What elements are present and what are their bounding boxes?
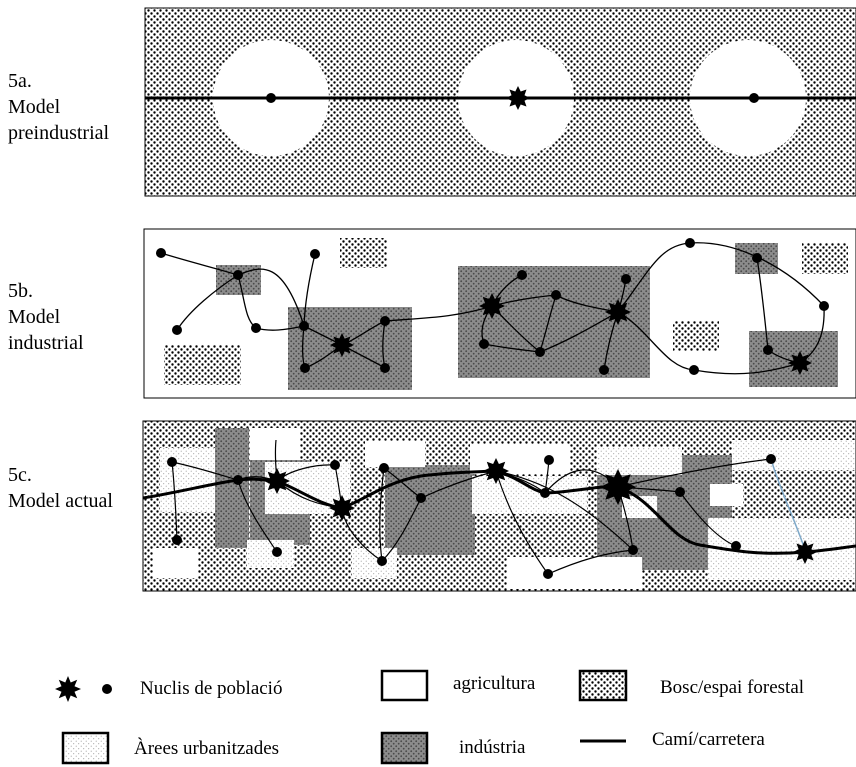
population-nucleus-small [156,248,166,258]
population-nucleus-small [685,238,695,248]
panel-5c-diagram [143,421,856,591]
population-nucleus-small [377,556,387,566]
population-nucleus-small [551,290,561,300]
population-nucleus-small [621,274,631,284]
population-nucleus-large [793,540,817,564]
legend-industry-label: indústria [459,737,526,758]
population-nucleus-small [766,454,776,464]
forest-area [673,321,719,351]
forest-area [340,238,387,268]
forest-area [802,243,848,274]
population-nucleus-small [266,93,276,103]
population-nucleus-small [330,460,340,470]
population-nucleus-small [416,493,426,503]
population-nucleus-large [600,469,636,505]
population-nucleus-small [479,339,489,349]
urbanized-area [472,476,587,514]
legend-urbanized-label: Àrees urbanitzades [134,738,280,759]
population-nucleus-large [329,495,355,521]
population-nucleus-small [233,270,243,280]
panel-5c-label: 5c. Model actual [8,464,113,512]
agriculture-area [365,441,425,467]
population-nucleus-large [479,293,505,319]
population-nuclei [167,454,776,579]
agriculture-area [710,484,743,506]
legend-forest-label: Bosc/espai forestal [660,677,805,698]
population-nucleus-large [788,351,812,375]
population-nucleus-small [172,535,182,545]
panel-5a-label: 5a. Model preindustrial [8,70,110,144]
population-nucleus-small [167,457,177,467]
population-nucleus-small [379,463,389,473]
population-nucleus-small [300,363,310,373]
population-nucleus-small [310,249,320,259]
legend-large-nucleus-icon [55,676,81,702]
agriculture-area [470,444,570,474]
population-nucleus-small [272,547,282,557]
population-nucleus-small [380,363,390,373]
industry-area [215,428,249,548]
population-nucleus-small [599,365,609,375]
agriculture-area [153,548,198,578]
population-nucleus-large [506,86,530,110]
population-nucleus-small [689,365,699,375]
urbanized-area [160,448,215,512]
panel-5b-label: 5b. Model industrial [8,280,84,354]
population-nucleus-small [233,475,243,485]
legend-agriculture-label: agricultura [453,673,536,694]
population-nucleus-large [605,299,631,325]
industry-area [385,465,475,555]
urbanized-area [247,540,294,568]
legend-road-label: Camí/carretera [652,729,765,750]
population-nucleus-small [540,488,550,498]
legend-urbanized-swatch [61,731,110,765]
population-nucleus-small [251,323,261,333]
population-nucleus-small [543,569,553,579]
population-nucleus-small [763,345,773,355]
population-nucleus-large [330,333,354,357]
legend-agriculture-swatch [380,669,429,702]
legend [55,669,628,765]
link-line [770,458,806,551]
legend-industry-swatch [380,731,429,765]
population-nucleus-small [819,301,829,311]
population-nucleus-small [731,541,741,551]
population-nucleus-small [172,325,182,335]
urbanized-area [597,447,682,475]
population-nucleus-small [544,455,554,465]
population-nucleus-small [752,253,762,263]
population-nucleus-large [264,468,290,494]
population-nucleus-small [517,270,527,280]
population-nucleus-small [628,545,638,555]
industry-area [288,307,412,390]
agriculture-area [507,557,642,589]
urbanized-area [732,440,856,470]
population-nucleus-small [675,487,685,497]
population-nucleus-small [535,347,545,357]
population-nucleus-large [483,458,509,484]
urbanized-area [622,496,657,518]
population-nuclei [156,238,829,375]
industry-area [458,266,650,378]
population-nucleus-small [380,316,390,326]
legend-population-label: Nuclis de població [140,678,283,699]
population-nucleus-small [299,321,309,331]
legend-forest-swatch [578,669,628,702]
population-nucleus-small [749,93,759,103]
panel-5b-diagram [143,228,856,399]
forest-area [164,345,241,385]
legend-small-nucleus-icon [102,684,112,694]
panel-5a-diagram [145,8,856,196]
